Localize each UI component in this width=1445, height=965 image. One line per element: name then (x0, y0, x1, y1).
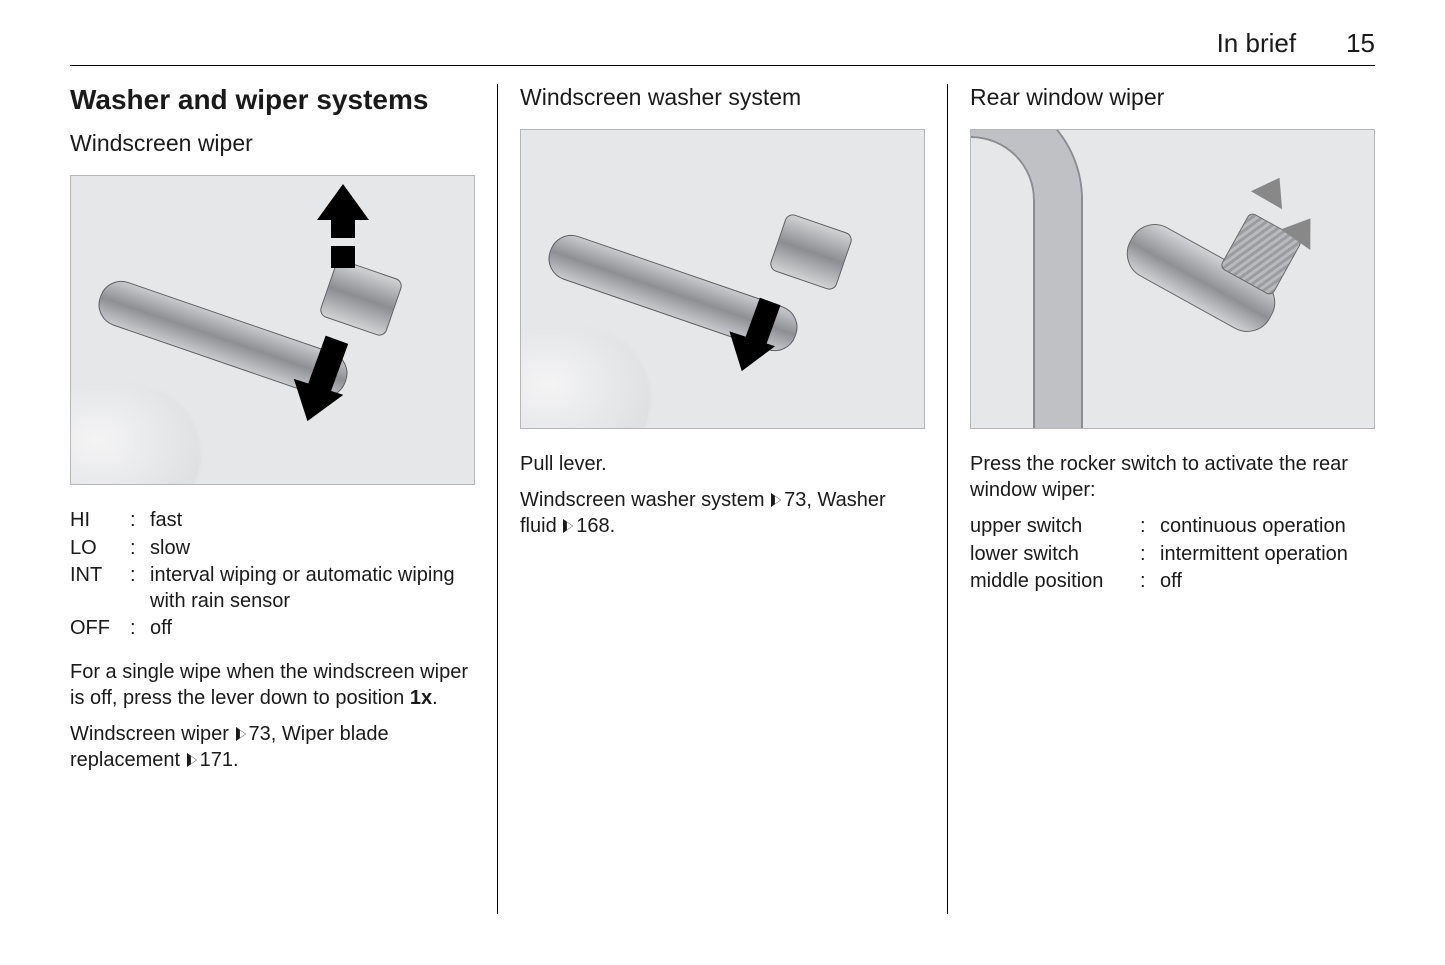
hand-shape (70, 384, 201, 485)
col1-xref: Windscreen wiper 73, Wiper blade replace… (70, 721, 475, 773)
sep: : (130, 507, 150, 535)
xref-page: 168 (576, 515, 609, 537)
hand-shape (520, 328, 651, 429)
col3-subtitle: Rear window wiper (970, 84, 1375, 111)
xref-page: 73 (249, 723, 271, 745)
sep: : (130, 535, 150, 563)
page-header: In brief 15 (70, 28, 1375, 66)
rear-wiper-table: upper switch : continuous operation lowe… (970, 513, 1375, 596)
header-page-number: 15 (1346, 28, 1375, 59)
mode-key: LO (70, 535, 130, 563)
wiper-mode-table: HI : fast LO : slow INT : interval wipin… (70, 507, 475, 643)
col3-paragraph: Press the rocker switch to activate the … (970, 451, 1375, 503)
table-row: INT : interval wiping or automatic wipin… (70, 562, 475, 615)
columns: Washer and wiper systems Windscreen wipe… (70, 84, 1375, 914)
xref-icon (771, 493, 781, 507)
column-2: Windscreen washer system FRONT REAR HI L… (498, 84, 948, 914)
arrow-up-shaft (331, 218, 355, 268)
table-row: upper switch : continuous operation (970, 513, 1375, 541)
arrow-up-icon (317, 184, 369, 220)
switch-val: continuous operation (1160, 513, 1375, 541)
windscreen-washer-illustration: FRONT REAR HI LO INT OFF 1x ON OFF INT (520, 129, 925, 429)
xref-page: 73 (784, 489, 806, 511)
sep: : (1140, 541, 1160, 569)
sep: : (1140, 513, 1160, 541)
windscreen-wiper-illustration: FRONT REAR HI LO INT OFF 1x ON OFF INT (70, 175, 475, 485)
table-row: LO : slow (70, 535, 475, 563)
col2-paragraph: Pull lever. (520, 451, 925, 477)
text: Windscreen wiper (70, 723, 235, 745)
col2-xref: Windscreen washer system 73, Washer flui… (520, 487, 925, 539)
mode-val: slow (150, 535, 475, 563)
xref-icon (187, 753, 197, 767)
col1-subtitle: Windscreen wiper (70, 130, 475, 157)
steering-wheel (970, 129, 1081, 429)
lever-tip (318, 258, 404, 338)
col2-subtitle: Windscreen washer system (520, 84, 925, 111)
column-1: Washer and wiper systems Windscreen wipe… (70, 84, 498, 914)
sep: : (130, 562, 150, 615)
text: . (610, 515, 616, 537)
table-row: HI : fast (70, 507, 475, 535)
header-section: In brief (1217, 28, 1297, 59)
table-row: middle position : off (970, 568, 1375, 596)
xref-icon (236, 727, 246, 741)
text: . (432, 687, 438, 709)
sep: : (1140, 568, 1160, 596)
manual-page: In brief 15 Washer and wiper systems Win… (0, 0, 1445, 965)
text: For a single wipe when the windscreen wi… (70, 661, 468, 709)
xref-page: 171 (200, 749, 233, 771)
switch-key: middle position (970, 568, 1140, 596)
rocker-arrow-icon (1251, 169, 1295, 210)
switch-key: upper switch (970, 513, 1140, 541)
col1-paragraph: For a single wipe when the windscreen wi… (70, 659, 475, 711)
rear-wiper-illustration (970, 129, 1375, 429)
switch-val: intermittent operation (1160, 541, 1375, 569)
text: . (233, 749, 239, 771)
switch-val: off (1160, 568, 1375, 596)
mode-val: fast (150, 507, 475, 535)
main-title: Washer and wiper systems (70, 84, 475, 116)
mode-key: INT (70, 562, 130, 615)
column-3: Rear window wiper Press the rocker switc… (948, 84, 1375, 914)
xref-icon (563, 519, 573, 533)
lever-tip (768, 212, 854, 292)
mode-val: interval wiping or automatic wiping with… (150, 562, 475, 615)
mode-key: HI (70, 507, 130, 535)
bold-text: 1x (410, 687, 432, 709)
table-row: lower switch : intermittent operation (970, 541, 1375, 569)
mode-key: OFF (70, 615, 130, 643)
text: Windscreen washer system (520, 489, 770, 511)
mode-val: off (150, 615, 475, 643)
table-row: OFF : off (70, 615, 475, 643)
sep: : (130, 615, 150, 643)
switch-key: lower switch (970, 541, 1140, 569)
